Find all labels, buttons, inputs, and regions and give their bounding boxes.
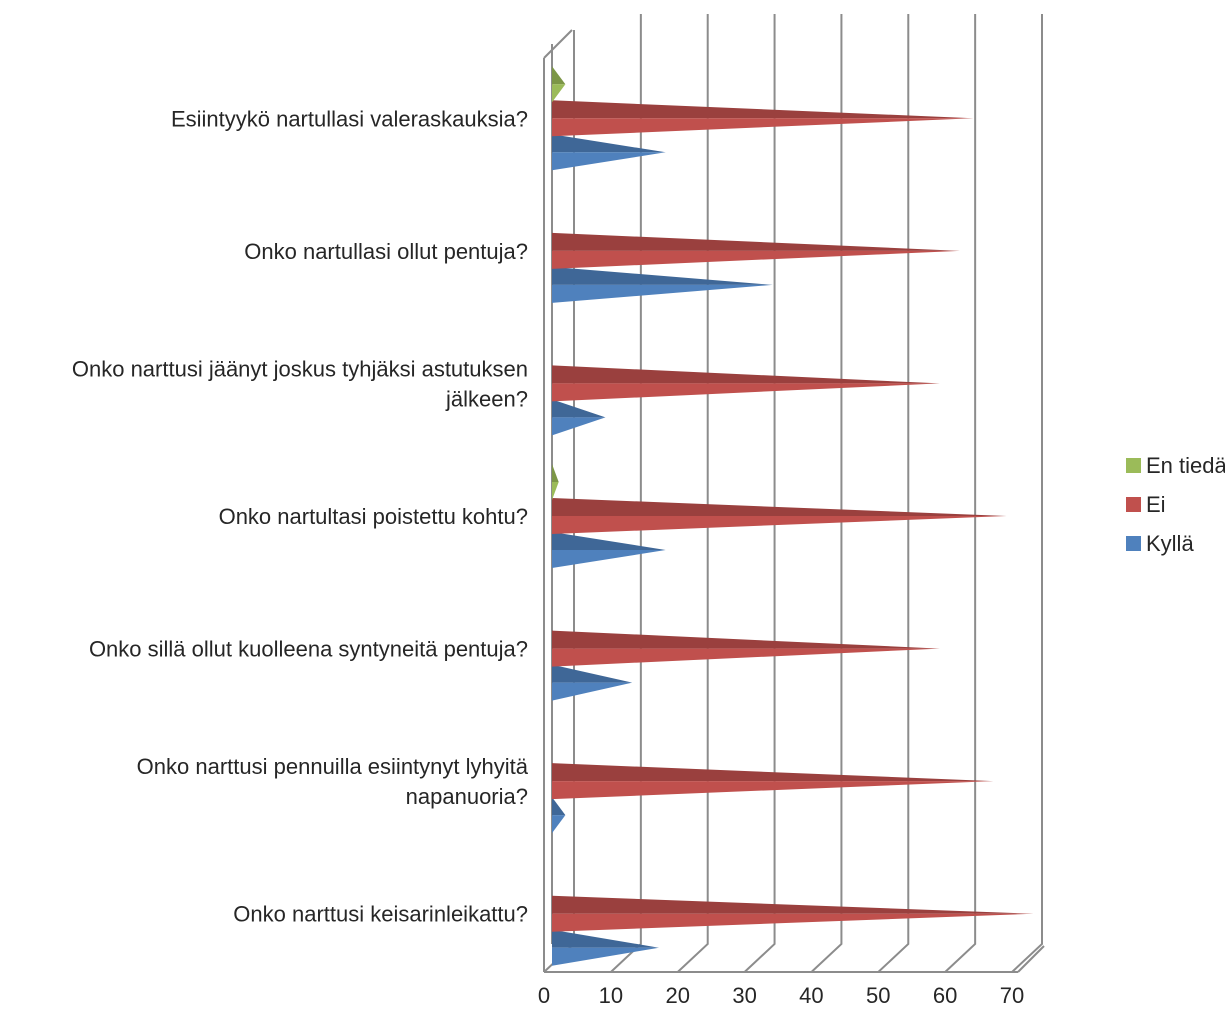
category-label: Esiintyykö nartullasi valeraskauksia? xyxy=(171,106,528,131)
gridline xyxy=(1011,14,1043,973)
x-tick-label: 10 xyxy=(599,983,623,1008)
x-tick-label: 70 xyxy=(1000,983,1024,1008)
category-label: napanuoria? xyxy=(406,784,528,809)
x-tick-label: 50 xyxy=(866,983,890,1008)
bar-ei xyxy=(552,232,960,251)
category-label: Onko narttusi jäänyt joskus tyhjäksi ast… xyxy=(72,356,528,381)
bar-kyllä xyxy=(552,682,633,701)
category-labels: Esiintyykö nartullasi valeraskauksia? Onk… xyxy=(72,106,529,926)
bar-kyllä xyxy=(552,532,666,550)
bar-kyllä xyxy=(552,797,566,816)
bar-ei xyxy=(552,383,940,402)
legend-label: Kyllä xyxy=(1146,531,1194,556)
legend-swatch xyxy=(1126,536,1141,551)
bars xyxy=(552,66,1034,966)
x-tick-label: 40 xyxy=(799,983,823,1008)
bar-ei xyxy=(552,498,1007,516)
bar-en-tiedä xyxy=(552,482,559,500)
bar-kyllä xyxy=(552,815,566,834)
legend-label: En tiedä xyxy=(1146,453,1225,478)
bar-ei xyxy=(552,781,994,800)
bar-kyllä xyxy=(552,417,606,436)
category-label: Onko narttusi pennuilla esiintynyt lyhyi… xyxy=(137,754,529,779)
bar-ei xyxy=(552,250,960,269)
gridline xyxy=(610,14,642,973)
bar-ei xyxy=(552,630,940,649)
bar-kyllä xyxy=(552,399,606,418)
bar-kyllä xyxy=(552,947,659,966)
bar-ei xyxy=(552,648,940,667)
bar-kyllä xyxy=(552,284,773,303)
bar-en-tiedä xyxy=(552,464,559,482)
legend-label: Ei xyxy=(1146,492,1166,517)
x-tick-label: 0 xyxy=(538,983,550,1008)
x-tick-label: 60 xyxy=(933,983,957,1008)
legend-swatch xyxy=(1126,497,1141,512)
bar-kyllä xyxy=(552,134,666,153)
x-axis-ticks: 0 10 20 30 40 50 60 70 xyxy=(538,983,1024,1008)
gridline xyxy=(944,14,977,973)
category-label: Onko nartultasi poistettu kohtu? xyxy=(219,504,528,529)
category-label: jälkeen? xyxy=(445,386,528,411)
category-label: Onko narttusi keisarinleikattu? xyxy=(233,902,528,927)
bar-ei xyxy=(552,913,1034,932)
gridline xyxy=(677,14,709,973)
bar-kyllä xyxy=(552,929,659,948)
legend: En tiedä Ei Kyllä xyxy=(1126,453,1225,556)
bar-kyllä xyxy=(552,664,633,683)
bar-ei xyxy=(552,895,1034,914)
gridline xyxy=(810,14,843,973)
bar-en-tiedä xyxy=(552,66,566,85)
bar-kyllä xyxy=(552,550,666,568)
bar-ei xyxy=(552,100,974,119)
bar-ei xyxy=(552,763,994,782)
bar-ei xyxy=(552,118,974,137)
bar-en-tiedä xyxy=(552,84,566,103)
gridline xyxy=(743,14,776,973)
gridline xyxy=(877,14,910,973)
bar-ei xyxy=(552,516,1007,534)
x-tick-label: 20 xyxy=(665,983,689,1008)
bar-kyllä xyxy=(552,266,773,285)
category-label: Onko nartullasi ollut pentuja? xyxy=(244,239,528,264)
legend-swatch xyxy=(1126,458,1141,473)
category-label: Onko sillä ollut kuolleena syntyneitä pe… xyxy=(89,637,528,662)
bar-kyllä xyxy=(552,152,666,171)
x-tick-label: 30 xyxy=(732,983,756,1008)
bar-ei xyxy=(552,365,940,384)
